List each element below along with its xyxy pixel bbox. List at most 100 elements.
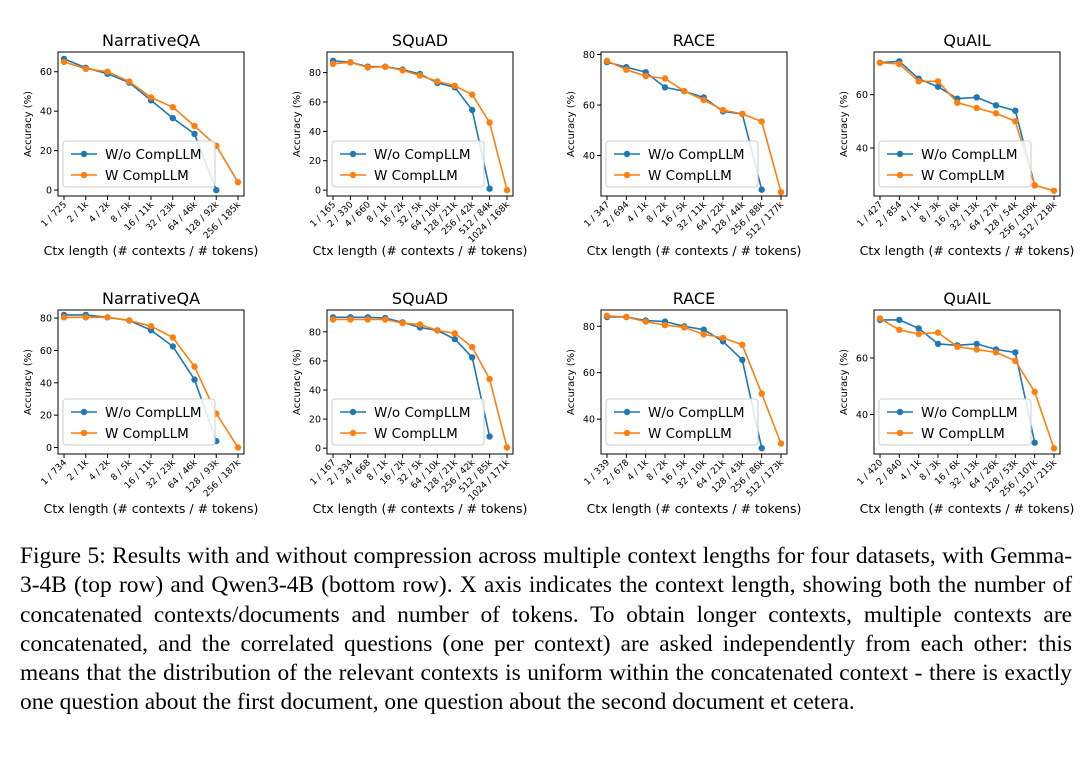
chart-panel-race-bottom: RACE Accuracy (%) Ctx length (# contexts /… [566, 289, 801, 516]
data-point-w-compllm [1050, 187, 1058, 194]
data-point-w-compllm [503, 186, 511, 194]
legend-entry: W/o CompLLM [921, 147, 1018, 163]
legend: W/o CompLLM W CompLLM [605, 398, 759, 446]
legend-marker [896, 150, 904, 158]
chart-title: SQuAD [392, 31, 448, 50]
data-point-w-compllm [434, 78, 441, 85]
legend-entry: W/o CompLLM [648, 405, 745, 421]
data-point-w-compllm [992, 349, 1000, 356]
legend: W/o CompLLM W CompLLM [878, 398, 1032, 446]
data-point-w-compllm [603, 312, 611, 319]
data-point-wo-compllm [739, 356, 746, 364]
y-tick-label: 0 [315, 186, 321, 197]
data-point-w-compllm [623, 313, 630, 321]
data-point-w-compllm [876, 315, 884, 322]
data-point-w-compllm [681, 88, 688, 95]
y-tick-label: 60 [583, 101, 595, 112]
series-line-w-compllm [879, 317, 1055, 449]
data-point-wo-compllm [896, 316, 903, 324]
data-point-wo-compllm [934, 83, 942, 90]
y-axis-label: Accuracy (%) [292, 91, 303, 157]
data-point-w-compllm [954, 99, 961, 106]
legend-marker [349, 150, 357, 158]
legend-marker [623, 408, 631, 416]
data-point-w-compllm [104, 314, 111, 321]
legend-box [878, 398, 1032, 446]
legend-entry: W/o CompLLM [374, 147, 471, 163]
chart-title: NarrativeQA [102, 289, 200, 308]
y-tick-label: 40 [583, 415, 595, 426]
y-tick-label: 80 [309, 327, 321, 338]
y-tick-label: 60 [40, 67, 52, 78]
data-point-w-compllm [191, 122, 198, 130]
data-point-w-compllm [126, 78, 133, 85]
data-point-w-compllm [661, 75, 669, 82]
y-axis-label: Accuracy (%) [23, 91, 34, 157]
y-tick-label: 40 [309, 127, 321, 138]
chart-panel-squad-bottom: SQuAD Accuracy (%) Ctx length (# contexts … [292, 289, 527, 516]
legend: W/o CompLLM W CompLLM [62, 140, 216, 188]
chart-title: QuAIL [943, 31, 990, 50]
y-axis-label: Accuracy (%) [23, 349, 34, 415]
data-point-w-compllm [973, 104, 980, 112]
data-point-w-compllm [777, 189, 785, 196]
y-tick-label: 80 [583, 50, 595, 61]
legend: W/o CompLLM W CompLLM [605, 140, 759, 188]
y-tick-label: 20 [40, 411, 52, 422]
data-point-w-compllm [681, 324, 688, 331]
legend-marker [80, 171, 88, 179]
y-tick-label: 80 [583, 322, 595, 333]
y-tick-label: 60 [583, 368, 595, 379]
legend-entry: W/o CompLLM [105, 147, 202, 163]
data-point-w-compllm [1031, 182, 1038, 189]
data-point-w-compllm [169, 104, 176, 111]
data-point-w-compllm [876, 59, 884, 66]
data-point-w-compllm [469, 91, 476, 98]
data-point-w-compllm [82, 314, 90, 321]
plot-frame [57, 309, 245, 455]
data-point-w-compllm [503, 444, 511, 451]
chart-title: QuAIL [943, 289, 990, 308]
data-point-w-compllm [60, 58, 68, 66]
data-point-wo-compllm [700, 326, 707, 333]
y-axis-label: Accuracy (%) [839, 349, 850, 415]
data-point-w-compllm [719, 106, 727, 114]
data-point-w-compllm [329, 60, 337, 67]
data-point-wo-compllm [1031, 439, 1038, 446]
x-axis-label: Ctx length (# contexts / # tokens) [313, 501, 528, 516]
x-tick-label: 1 / 725 [40, 200, 69, 229]
legend-box [331, 398, 485, 446]
data-point-w-compllm [934, 329, 942, 336]
data-point-w-compllm [642, 318, 649, 325]
legend-marker [623, 171, 631, 179]
data-point-w-compllm [992, 110, 1000, 117]
legend: W/o CompLLM W CompLLM [878, 140, 1032, 188]
chart-panel-race-top: RACE Accuracy (%) Ctx length (# contexts /… [566, 31, 801, 258]
data-point-w-compllm [364, 316, 371, 323]
data-point-w-compllm [915, 78, 922, 85]
data-point-wo-compllm [486, 433, 493, 440]
data-point-w-compllm [1012, 357, 1019, 364]
data-point-w-compllm [382, 63, 389, 70]
data-point-w-compllm [147, 94, 155, 101]
legend-entry: W/o CompLLM [921, 405, 1018, 421]
data-point-w-compllm [1050, 445, 1058, 452]
data-point-w-compllm [486, 119, 493, 126]
figure-5-chart-grid: NarrativeQA Accuracy (%) Ctx length (# con… [23, 31, 1074, 516]
data-point-w-compllm [347, 316, 354, 323]
x-tick-label: 4 / 2k [88, 457, 114, 483]
plot-frame [873, 309, 1061, 455]
data-point-w-compllm [603, 57, 611, 64]
y-tick-label: 20 [309, 415, 321, 426]
y-tick-label: 40 [856, 410, 868, 421]
plot-frame [326, 309, 514, 455]
chart-title: SQuAD [392, 289, 448, 308]
data-point-w-compllm [1031, 388, 1038, 396]
data-point-w-compllm [169, 334, 176, 341]
legend: W/o CompLLM W CompLLM [331, 398, 485, 446]
data-point-w-compllm [661, 321, 669, 329]
data-point-w-compllm [719, 334, 727, 342]
plot-frame [57, 51, 245, 197]
data-point-w-compllm [234, 179, 242, 186]
x-axis-label: Ctx length (# contexts / # tokens) [44, 243, 259, 258]
